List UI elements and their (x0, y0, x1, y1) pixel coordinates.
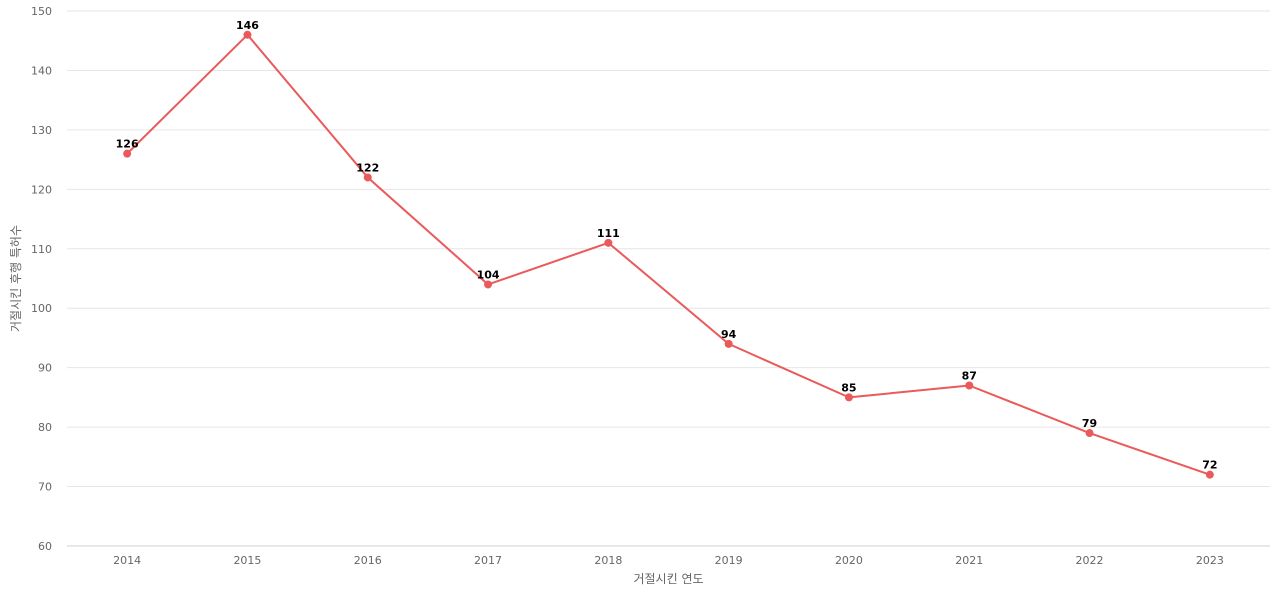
x-tick-label: 2019 (715, 554, 743, 567)
series-line (126, 33, 1211, 476)
data-point[interactable] (243, 30, 252, 39)
data-label: 126 (116, 138, 139, 151)
data-point[interactable] (1205, 470, 1214, 479)
x-tick-label: 2014 (113, 554, 141, 567)
data-point[interactable] (363, 173, 372, 182)
series-layer (123, 30, 1214, 479)
y-tick-label: 100 (31, 302, 52, 315)
y-tick-label: 130 (31, 124, 52, 137)
data-point[interactable] (484, 280, 493, 289)
x-tick-label: 2017 (474, 554, 502, 567)
y-tick-label: 140 (31, 64, 52, 77)
y-tick-label: 110 (31, 243, 52, 256)
x-tick-label: 2021 (955, 554, 983, 567)
data-point[interactable] (844, 393, 853, 402)
y-tick-label: 90 (38, 362, 52, 375)
y-tick-label: 150 (31, 5, 52, 18)
data-label: 104 (477, 268, 500, 281)
x-tick-label: 2016 (354, 554, 382, 567)
y-tick-label: 80 (38, 421, 52, 434)
y-tick-label: 60 (38, 540, 52, 553)
data-label: 87 (962, 370, 977, 383)
x-tick-label: 2020 (835, 554, 863, 567)
data-point[interactable] (724, 339, 733, 348)
gridlines (67, 10, 1270, 547)
data-point[interactable] (123, 149, 132, 158)
data-label: 111 (597, 227, 620, 240)
x-tick-label: 2018 (594, 554, 622, 567)
x-tick-label: 2022 (1076, 554, 1104, 567)
data-label: 79 (1082, 417, 1097, 430)
data-point[interactable] (1085, 429, 1094, 438)
y-axis-title: 거절시킨 후행 특허수 (8, 225, 23, 332)
data-label: 72 (1202, 459, 1217, 472)
data-point[interactable] (604, 238, 613, 247)
data-label: 146 (236, 19, 259, 32)
x-axis-ticks: 2014 2015 2016 2017 2018 2019 2020 2021 2022 2023 (113, 554, 1224, 567)
data-label: 94 (721, 328, 737, 341)
data-labels: 126 146 122 104 111 94 85 87 79 72 (116, 19, 1218, 472)
x-tick-label: 2015 (233, 554, 261, 567)
x-tick-label: 2023 (1196, 554, 1224, 567)
y-axis-ticks: 60 70 80 90 100 110 120 130 140 150 (31, 5, 52, 553)
y-tick-label: 120 (31, 183, 52, 196)
data-label: 122 (356, 161, 379, 174)
x-axis-title: 거절시킨 연도 (633, 572, 703, 586)
data-point[interactable] (965, 381, 974, 390)
y-tick-label: 70 (38, 481, 52, 494)
data-label: 85 (841, 381, 856, 394)
